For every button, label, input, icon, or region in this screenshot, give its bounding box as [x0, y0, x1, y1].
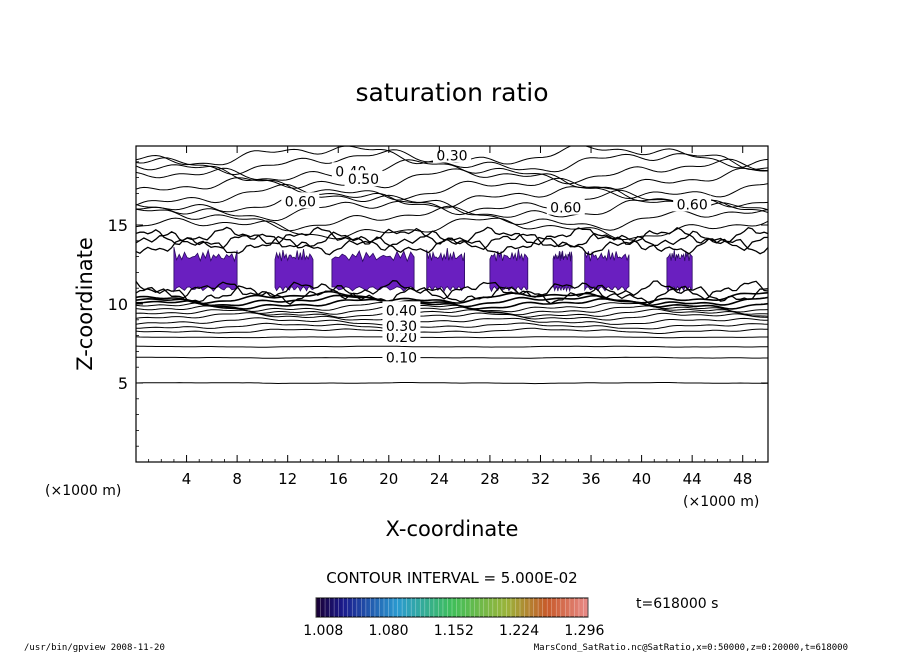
contour-label: 0.60: [550, 201, 581, 217]
x-tick-label: 32: [531, 470, 550, 488]
contour-label: 0.30: [436, 148, 467, 164]
contour-label-bg: [546, 198, 585, 215]
contour-label: 0.60: [285, 194, 316, 210]
contour-line: [136, 284, 768, 305]
supersaturated-region: [426, 248, 465, 293]
contour-label-bg: [382, 348, 421, 365]
supersaturated-region: [666, 249, 693, 293]
contour-line: [136, 217, 768, 240]
y-tick-label: 10: [108, 295, 128, 314]
contour-line: [136, 308, 768, 319]
contour-line: [136, 336, 768, 339]
colorbar-tick-label: 1.008: [303, 623, 343, 639]
contour-label: 0.60: [677, 197, 708, 213]
contour-label-bg: [382, 317, 421, 334]
contour-line: [136, 312, 768, 321]
colorbar-tick-label: 1.224: [499, 623, 539, 639]
contour-line: [136, 177, 768, 201]
contour-label-bg: [281, 192, 320, 209]
x-tick-label: 8: [232, 470, 242, 488]
contour-label: 0.30: [386, 319, 417, 335]
x-tick-label: 16: [329, 470, 348, 488]
x-tick-label: 36: [581, 470, 600, 488]
x-tick-label: 40: [632, 470, 651, 488]
contour-line: [136, 382, 768, 385]
contour-line: [136, 294, 768, 308]
contour-line: [136, 322, 768, 330]
x-axis-title: X-coordinate: [386, 517, 519, 541]
x-tick-label: 48: [733, 470, 752, 488]
contour-line: [136, 317, 768, 326]
x-tick-label: 24: [430, 470, 449, 488]
colorbar: [315, 597, 589, 618]
supersaturated-region: [489, 249, 529, 293]
contour-label: 0.10: [386, 351, 417, 367]
contour-line: [136, 280, 768, 301]
contour-lines: [136, 146, 768, 385]
chart-title: saturation ratio: [355, 78, 548, 107]
contour-line: [136, 149, 768, 176]
supersaturated-region: [552, 250, 573, 293]
footer-left: /usr/bin/gpview 2008-11-20: [24, 643, 165, 653]
contour-line: [136, 327, 768, 334]
contour-line: [136, 345, 768, 348]
contour-line: [136, 301, 768, 313]
contour-line: [136, 158, 768, 185]
y-unit-label: (×1000 m): [45, 483, 121, 499]
y-ticks: 5 10 15: [108, 161, 768, 447]
plot-area: 0.100.200.300.400.300.400.500.600.600.60: [136, 146, 768, 385]
x-tick-label: 12: [278, 470, 297, 488]
supersaturation-fill-layer: [173, 247, 693, 293]
contour-label-layer: 0.100.200.300.400.300.400.500.600.600.60: [281, 146, 712, 367]
supersaturated-region: [173, 247, 238, 293]
y-tick-label: 5: [118, 374, 128, 393]
supersaturated-region: [584, 249, 630, 292]
contour-label-bg: [382, 301, 421, 318]
colorbar-tick-label: 1.152: [434, 623, 474, 639]
x-tick-label: 4: [182, 470, 192, 488]
colorbar-tick-label: 1.296: [564, 623, 604, 639]
x-tick-label: 20: [379, 470, 398, 488]
y-axis-title: Z-coordinate: [73, 237, 97, 371]
time-label: t=618000 s: [636, 596, 718, 612]
contour-label: 0.40: [386, 303, 417, 319]
contour-line: [136, 226, 768, 246]
colorbar-tick-label: 1.080: [368, 623, 408, 639]
contour-line: [136, 183, 768, 209]
contour-line: [136, 167, 768, 190]
contour-line: [136, 290, 768, 305]
x-unit-label: (×1000 m): [683, 494, 759, 510]
contour-line: [136, 356, 768, 359]
supersaturated-region: [331, 250, 415, 292]
contour-interval-label: CONTOUR INTERVAL = 5.000E-02: [326, 569, 577, 587]
contour-line: [136, 230, 768, 252]
footer-right: MarsCond_SatRatio.nc@SatRatio,x=0:50000,…: [534, 643, 848, 653]
x-ticks: 4 8 12 16 20 24 28 32 36 40 44 48: [148, 146, 756, 488]
y-tick-label: 15: [108, 216, 128, 235]
contour-label-bg: [433, 146, 471, 163]
contour-line: [136, 235, 768, 256]
contour-line: [136, 189, 768, 216]
colorbar-tick-labels: 1.008 1.080 1.152 1.224 1.296: [303, 623, 604, 639]
contour-label: 0.20: [386, 330, 417, 346]
x-tick-label: 28: [480, 470, 499, 488]
supersaturated-region: [274, 249, 314, 292]
contour-label-bg: [673, 195, 712, 212]
colorbar-stripes: [315, 598, 589, 617]
contour-label: 0.50: [348, 172, 379, 188]
contour-label-bg: [344, 170, 383, 187]
x-tick-label: 44: [683, 470, 702, 488]
